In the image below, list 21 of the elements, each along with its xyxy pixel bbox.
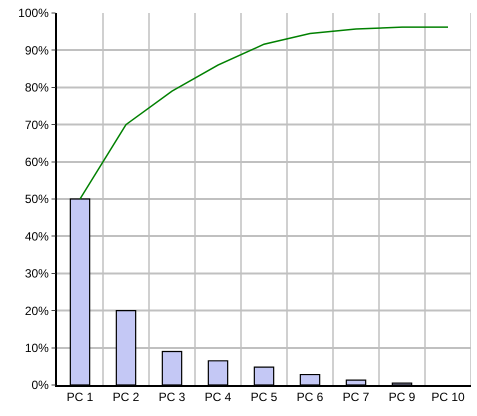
x-tick-label: PC 4 (204, 390, 232, 404)
x-tick-label: PC 3 (158, 390, 186, 404)
x-tick-label: PC 9 (388, 390, 416, 404)
x-tick-label: PC 7 (342, 390, 370, 404)
x-tick-label: PC 5 (250, 390, 278, 404)
x-tick-label: PC 2 (112, 390, 140, 404)
y-tick-label: 50% (24, 192, 50, 206)
y-tick-label: 30% (24, 266, 50, 281)
y-tick-label: 10% (24, 341, 50, 355)
y-tick-label: 70% (24, 118, 50, 132)
line-series (79, 26, 449, 200)
y-tick-label: 0% (32, 378, 50, 392)
y-tick-label: 90% (24, 43, 50, 58)
y-tick-label: 60% (24, 155, 50, 169)
y-tick-label: 100% (18, 6, 50, 20)
y-tick-label: 20% (24, 304, 50, 318)
x-tick-label: PC 6 (296, 390, 324, 404)
y-tick-label: 80% (24, 80, 50, 95)
x-tick-label: PC 10 (431, 390, 465, 404)
y-tick-label: 40% (24, 229, 50, 244)
x-tick-label: PC 1 (66, 390, 94, 404)
